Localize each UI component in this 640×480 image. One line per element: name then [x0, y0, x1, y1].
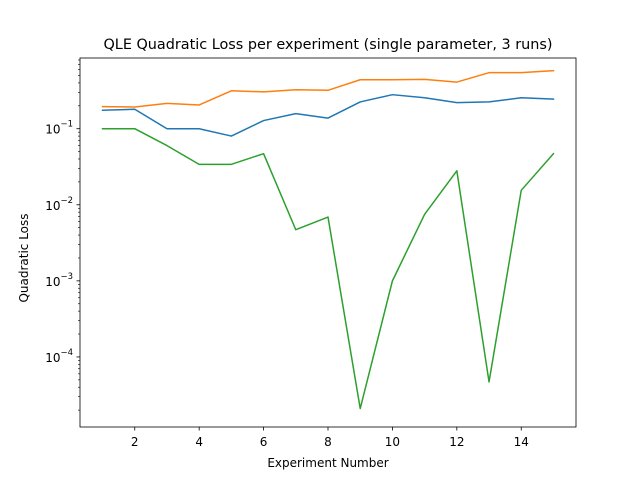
x-tick-label: 14 [514, 435, 529, 449]
x-tick-label: 8 [324, 435, 332, 449]
x-axis-title: Experiment Number [267, 456, 388, 470]
plot-area [79, 57, 577, 428]
x-tick-label: 2 [131, 435, 139, 449]
chart-title: QLE Quadratic Loss per experiment (singl… [103, 37, 552, 53]
y-axis: 10−4 10−3 10−2 10−1 [45, 59, 80, 411]
series-line-2 [101, 69, 555, 108]
x-tick-label: 4 [195, 435, 203, 449]
x-tick-label: 6 [260, 435, 268, 449]
series-line-1 [101, 93, 555, 137]
y-tick-label: 10−1 [45, 120, 73, 137]
plot-frame [79, 57, 577, 428]
x-tick-label: 12 [449, 435, 464, 449]
y-tick-label: 10−2 [45, 196, 73, 213]
y-axis-title: Quadratic Loss [17, 213, 31, 302]
x-axis: 2 4 6 8 10 12 14 [131, 427, 529, 449]
y-tick-label: 10−4 [45, 348, 73, 365]
x-tick-label: 10 [385, 435, 400, 449]
series-line-3 [101, 127, 555, 410]
y-tick-label: 10−3 [45, 272, 73, 289]
